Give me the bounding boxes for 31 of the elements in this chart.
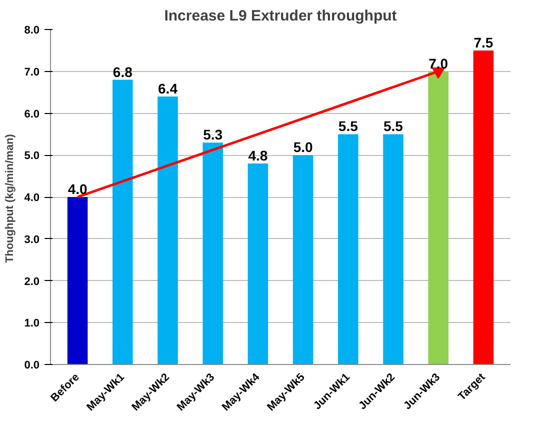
bar bbox=[202, 142, 223, 364]
bar bbox=[112, 80, 133, 364]
data-label: 4.0 bbox=[68, 181, 88, 197]
y-axis-title: Thoughput (kg/min/man) bbox=[4, 134, 16, 263]
y-tick-label: 6.0 bbox=[24, 108, 40, 120]
bar bbox=[67, 197, 88, 364]
data-label: 5.3 bbox=[203, 126, 223, 143]
y-tick-label: 1.0 bbox=[24, 318, 40, 330]
chart-title: Increase L9 Extruder throughput bbox=[164, 8, 397, 24]
data-label: 7.0 bbox=[428, 55, 448, 72]
bar bbox=[292, 155, 314, 364]
data-label: 6.4 bbox=[158, 80, 178, 96]
y-tick-label: 2.0 bbox=[24, 276, 40, 288]
data-label: 5.5 bbox=[338, 118, 358, 134]
data-label: 5.0 bbox=[293, 139, 313, 156]
y-tick-label: 7.0 bbox=[24, 66, 40, 78]
bar bbox=[428, 71, 448, 364]
bar bbox=[473, 50, 494, 364]
data-label: 6.8 bbox=[112, 64, 133, 80]
y-tick-label: 4.0 bbox=[24, 192, 40, 204]
y-tick-label: 3.0 bbox=[24, 234, 40, 246]
bar bbox=[383, 134, 404, 364]
y-tick-label: 8.0 bbox=[24, 24, 40, 36]
bar bbox=[158, 96, 178, 364]
y-tick-label: 5.0 bbox=[24, 150, 40, 162]
data-label: 5.5 bbox=[384, 118, 404, 134]
data-label: 4.8 bbox=[248, 148, 268, 164]
bar bbox=[338, 134, 358, 364]
data-label: 7.5 bbox=[474, 34, 494, 50]
bar bbox=[248, 164, 268, 364]
y-tick-label: 0.0 bbox=[24, 360, 40, 372]
